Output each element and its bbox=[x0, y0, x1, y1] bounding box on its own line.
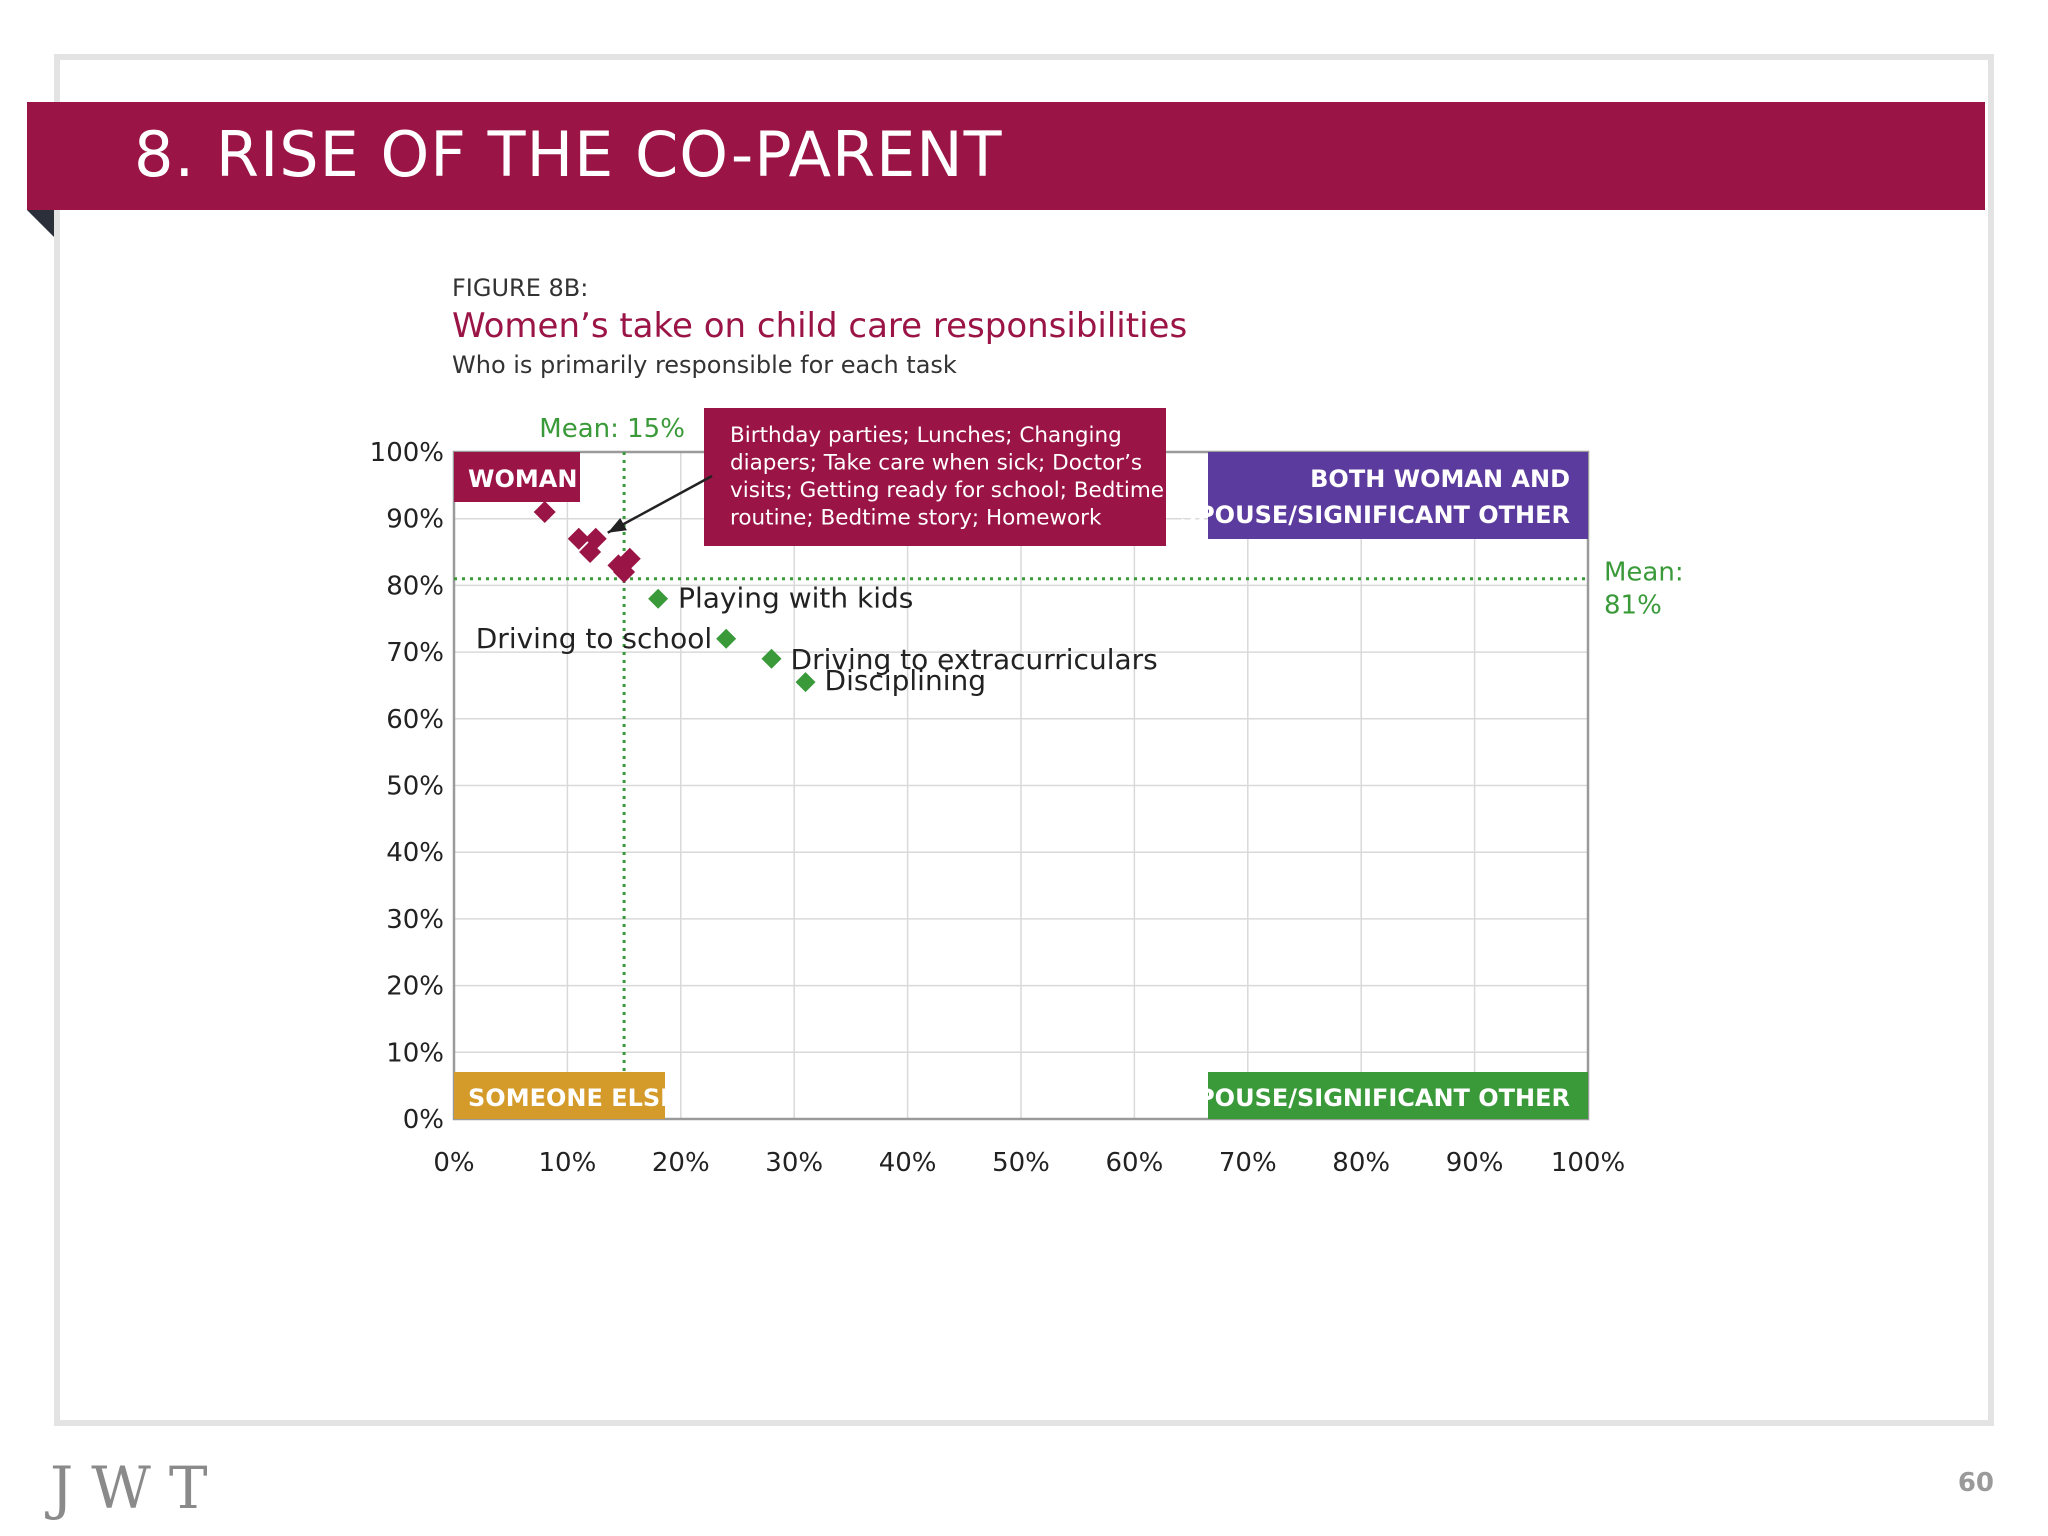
quadrant-both-box bbox=[1208, 452, 1588, 539]
data-point-woman bbox=[567, 527, 590, 550]
mean-x-label: Mean: 15% bbox=[539, 414, 685, 444]
banner-fold bbox=[27, 210, 54, 237]
quadrant-both-label-1: BOTH WOMAN AND bbox=[1310, 465, 1570, 493]
x-tick-label: 70% bbox=[1219, 1148, 1277, 1178]
figure-title: Women’s take on child care responsibilit… bbox=[452, 306, 1188, 346]
data-point-woman bbox=[533, 501, 556, 524]
x-tick-label: 10% bbox=[539, 1148, 597, 1178]
data-point-label: Disciplining bbox=[825, 664, 986, 697]
figure-subtitle: Who is primarily responsible for each ta… bbox=[452, 351, 957, 379]
y-tick-label: 30% bbox=[386, 905, 444, 935]
y-tick-label: 80% bbox=[386, 571, 444, 601]
x-tick-label: 100% bbox=[1551, 1148, 1625, 1178]
quadrant-someone-else-box bbox=[454, 1072, 665, 1119]
data-point-woman bbox=[584, 527, 607, 550]
jwt-logo: JWT bbox=[50, 1454, 226, 1522]
title-banner bbox=[27, 102, 1985, 210]
callout-text-line: diapers; Take care when sick; Doctor’s bbox=[730, 451, 1142, 476]
x-tick-label: 90% bbox=[1446, 1148, 1504, 1178]
data-point-shared bbox=[761, 648, 782, 669]
x-tick-label: 30% bbox=[765, 1148, 823, 1178]
x-tick-label: 60% bbox=[1106, 1148, 1164, 1178]
y-tick-label: 0% bbox=[403, 1105, 444, 1135]
callout-text-line: visits; Getting ready for school; Bedtim… bbox=[730, 478, 1164, 503]
page-number: 60 bbox=[1957, 1468, 1994, 1498]
y-tick-label: 20% bbox=[386, 972, 444, 1002]
data-point-label: Driving to extracurriculars bbox=[791, 643, 1158, 676]
x-tick-label: 20% bbox=[652, 1148, 710, 1178]
callout-text-line: Birthday parties; Lunches; Changing bbox=[730, 423, 1122, 448]
y-tick-label: 90% bbox=[386, 505, 444, 535]
mean-y-label-1: Mean: bbox=[1604, 558, 1684, 588]
data-point-woman bbox=[618, 547, 641, 570]
y-tick-label: 100% bbox=[370, 438, 444, 468]
quadrant-spouse-box bbox=[1208, 1072, 1588, 1119]
y-tick-label: 10% bbox=[386, 1038, 444, 1068]
mean-y-label-2: 81% bbox=[1604, 591, 1662, 621]
callout-arrow-line bbox=[607, 474, 713, 534]
x-tick-label: 40% bbox=[879, 1148, 937, 1178]
quadrant-woman-box bbox=[454, 452, 580, 502]
quadrant-spouse-label: SPOUSE/SIGNIFICANT OTHER bbox=[1180, 1084, 1570, 1112]
data-point-shared bbox=[648, 588, 669, 609]
figure-label: FIGURE 8B: bbox=[452, 274, 589, 302]
callout-arrow-head bbox=[607, 517, 627, 533]
slide-title: 8. RISE OF THE CO-PARENT bbox=[134, 118, 1003, 191]
quadrant-woman-label: WOMAN bbox=[468, 465, 577, 493]
x-tick-label: 80% bbox=[1332, 1148, 1390, 1178]
y-tick-label: 70% bbox=[386, 638, 444, 668]
data-point-shared bbox=[716, 628, 737, 649]
x-tick-label: 50% bbox=[992, 1148, 1050, 1178]
callout-box bbox=[704, 408, 1166, 546]
quadrant-someone-else-label: SOMEONE ELSE bbox=[468, 1084, 677, 1112]
y-tick-label: 60% bbox=[386, 705, 444, 735]
quadrant-both-label-2: SPOUSE/SIGNIFICANT OTHER bbox=[1180, 501, 1570, 529]
y-tick-label: 50% bbox=[386, 772, 444, 802]
data-point-label: Driving to school bbox=[476, 622, 712, 655]
data-point-shared bbox=[795, 672, 816, 693]
data-point-label: Playing with kids bbox=[678, 582, 913, 615]
y-tick-label: 40% bbox=[386, 838, 444, 868]
x-tick-label: 0% bbox=[433, 1148, 474, 1178]
callout-text-line: routine; Bedtime story; Homework bbox=[730, 506, 1102, 531]
